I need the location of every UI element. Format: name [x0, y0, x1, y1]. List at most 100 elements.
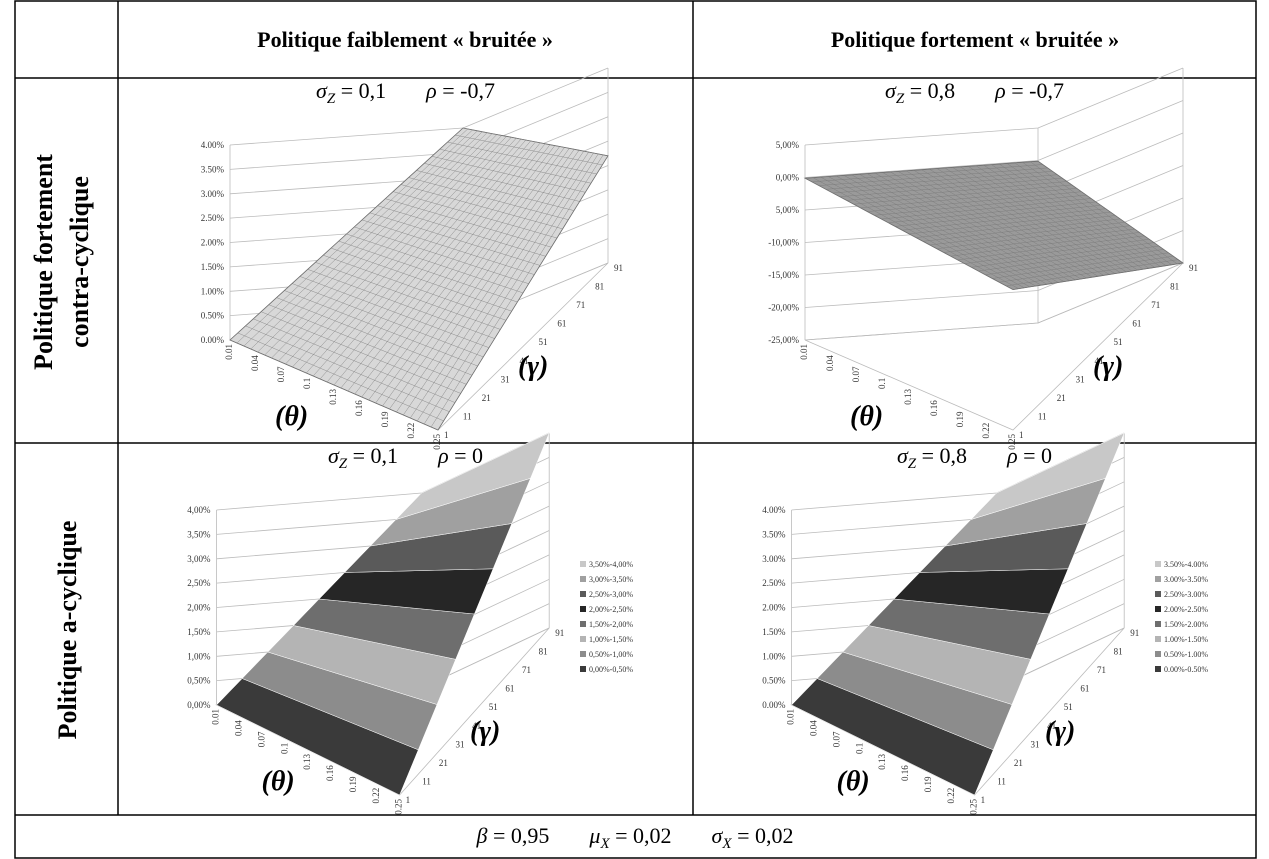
- legend-swatch: [580, 621, 586, 627]
- theta-tick-label: 0.07: [256, 731, 266, 747]
- y-tick-label: 2.50%: [201, 213, 225, 223]
- legend-label: 1.00%-1.50%: [1164, 635, 1208, 644]
- theta-tick-label: 0.01: [211, 709, 221, 725]
- y-tick-label: 0.00%: [201, 335, 225, 345]
- gamma-tick-label: 81: [1114, 647, 1123, 657]
- surface-hatch: [424, 163, 580, 202]
- theta-tick-label: 0.19: [348, 776, 358, 792]
- theta-tick-label: 0.13: [302, 754, 312, 770]
- surface-hatch: [417, 152, 594, 422]
- theta-tick-label: 0.07: [851, 366, 861, 382]
- legend-swatch: [1155, 621, 1161, 627]
- param-value: = 0,02: [610, 823, 672, 848]
- y-tick-label: 1.00%: [201, 286, 225, 296]
- gamma-axis-label: (γ): [1045, 716, 1075, 747]
- theta-axis-label: (θ): [275, 401, 308, 432]
- y-tick-label: 0.50%: [762, 676, 786, 686]
- param-symbol: ρ: [994, 78, 1006, 103]
- grid-line: [229, 67, 609, 146]
- theta-tick-label: 0.16: [354, 400, 364, 416]
- theta-tick-label: 0.04: [250, 355, 260, 371]
- gamma-tick-label: 31: [1030, 739, 1039, 749]
- legend-label: 1,00%-1,50%: [589, 635, 633, 644]
- surface-hatch: [439, 149, 592, 184]
- gamma-tick-label: 51: [1113, 337, 1122, 347]
- gamma-tick-label: 1: [444, 430, 449, 440]
- legend-swatch: [1155, 561, 1161, 567]
- theta-tick-label: 0.04: [825, 355, 835, 371]
- theta-tick-label: 0.01: [786, 709, 796, 725]
- theta-tick-label: 0.07: [276, 366, 286, 382]
- outer-border: [14, 0, 1257, 859]
- theta-tick-label: 0.22: [406, 423, 416, 439]
- surface-hatch: [410, 151, 589, 419]
- theta-tick-label: 0.22: [981, 423, 991, 439]
- legend-swatch: [1155, 636, 1161, 642]
- theta-tick-label: 0.1: [877, 378, 887, 389]
- param-symbol: σ: [328, 443, 340, 468]
- surface-hatch: [423, 153, 599, 425]
- surface-hatch: [437, 155, 609, 431]
- y-tick-label: 3,50%: [187, 529, 211, 539]
- param-subscript: X: [599, 836, 610, 852]
- param-symbol: σ: [316, 78, 328, 103]
- theta-tick-label: 0.1: [854, 743, 864, 754]
- legend-label: 3.50%-4.00%: [1164, 560, 1208, 569]
- gamma-tick-label: 11: [997, 776, 1006, 786]
- param-symbol: σ: [897, 443, 909, 468]
- surface-hatch: [999, 163, 1155, 268]
- legend-swatch: [1155, 651, 1161, 657]
- chart-panel: σZ = 0,1 ρ = -0,7 0.00% 0.50% 1.00% 1.50% 2.00…: [201, 67, 623, 450]
- gamma-tick-label: 51: [1064, 702, 1073, 712]
- footer: β = 0,95 μX = 0,02 σX = 0,02: [476, 823, 794, 852]
- y-tick-label: 1.50%: [201, 262, 225, 272]
- y-tick-label: 3.00%: [762, 554, 786, 564]
- gamma-tick-label: 41: [1095, 356, 1104, 366]
- y-tick-label: 2,00%: [187, 603, 211, 613]
- gamma-axis-label: (γ): [1093, 351, 1123, 382]
- gamma-axis-label: (γ): [518, 351, 548, 382]
- legend-swatch: [580, 591, 586, 597]
- param-symbol: σ: [712, 823, 724, 848]
- gamma-tick-label: 11: [1038, 411, 1047, 421]
- gamma-tick-label: 51: [489, 702, 498, 712]
- gamma-tick-label: 21: [1057, 393, 1066, 403]
- legend-swatch: [1155, 591, 1161, 597]
- surface-hatch: [462, 127, 609, 156]
- panels: σZ = 0,1 ρ = -0,70.00%0.50%1.00%1.50%2.00…: [187, 67, 1208, 815]
- y-tick-label: -10,00%: [768, 238, 799, 248]
- legend-label: 1,50%-2,00%: [589, 620, 633, 629]
- gamma-tick-label: 51: [538, 337, 547, 347]
- y-tick-label: 4.00%: [762, 505, 786, 515]
- param-symbol: β: [476, 823, 488, 848]
- theta-tick-label: 0.25: [969, 799, 979, 815]
- y-tick-label: 2,50%: [187, 578, 211, 588]
- theta-tick-label: 0.07: [831, 731, 841, 747]
- legend-label: 2.50%-3.00%: [1164, 590, 1208, 599]
- y-tick-label: 3.00%: [201, 189, 225, 199]
- legend-swatch: [580, 651, 586, 657]
- legend-swatch: [1155, 666, 1161, 672]
- legend-label: 0.50%-1.00%: [1164, 650, 1208, 659]
- gamma-tick-label: 61: [505, 684, 514, 694]
- theta-tick-label: 0.16: [900, 765, 910, 781]
- gamma-tick-label: 31: [501, 374, 510, 384]
- param-subscript: X: [721, 836, 732, 852]
- surface-hatch: [1022, 162, 1172, 265]
- legend-label: 3,50%-4,00%: [589, 560, 633, 569]
- y-tick-label: 2.00%: [201, 238, 225, 248]
- legend-swatch: [580, 561, 586, 567]
- gamma-tick-label: 81: [595, 282, 604, 292]
- row-label: Politique a-cyclique: [53, 521, 82, 740]
- gamma-tick-label: 31: [1076, 374, 1085, 384]
- param-value: = -0,7: [1006, 78, 1064, 103]
- param-symbol: μ: [588, 823, 600, 848]
- y-tick-label: 5,00%: [776, 140, 800, 150]
- gamma-tick-label: 71: [576, 300, 585, 310]
- gamma-tick-label: 11: [463, 411, 472, 421]
- surface-hatch: [1012, 262, 1184, 290]
- column-header: Politique faiblement « bruitée »: [257, 27, 553, 52]
- column-header: Politique fortement « bruitée »: [831, 27, 1119, 52]
- theta-tick-label: 0.19: [923, 776, 933, 792]
- param-value: = 0,1: [347, 443, 398, 468]
